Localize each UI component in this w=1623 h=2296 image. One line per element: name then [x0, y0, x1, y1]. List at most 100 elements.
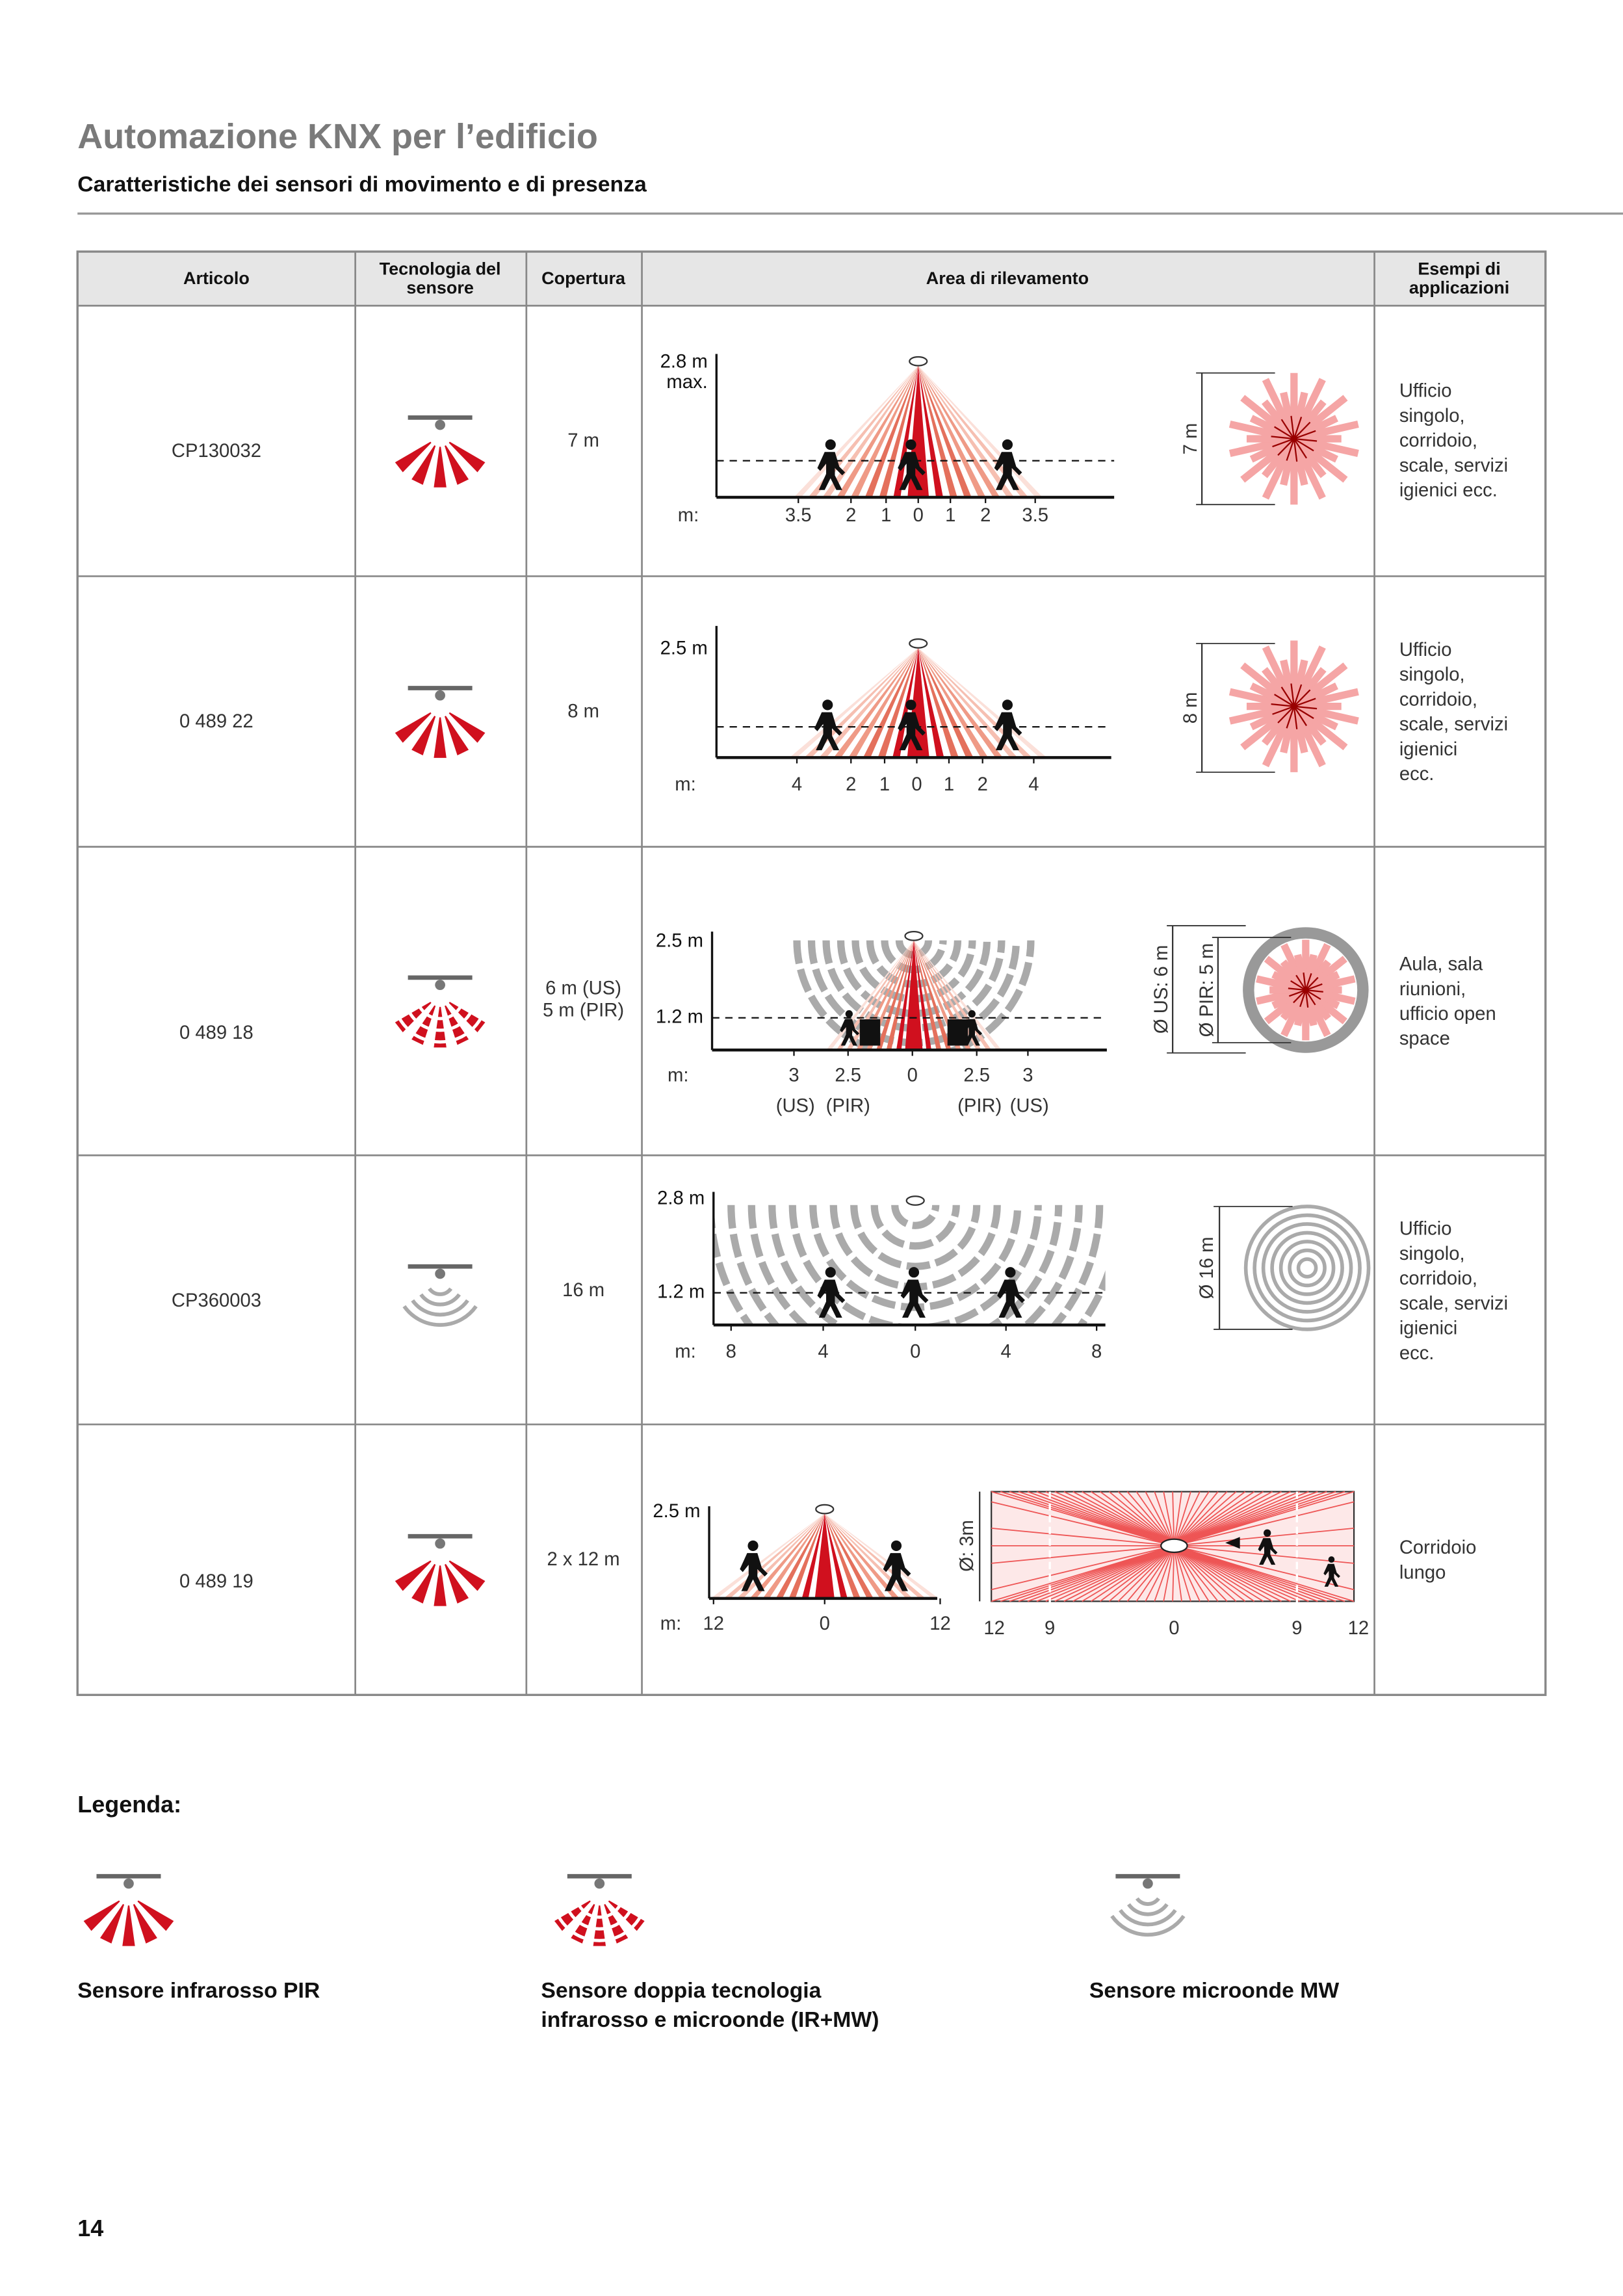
corridor-ray — [1100, 1545, 1175, 1602]
corridor-ray — [1173, 1491, 1219, 1546]
person — [740, 1540, 768, 1591]
axis-tick-note: (PIR) — [826, 1096, 870, 1117]
corridor-ray — [1173, 1545, 1282, 1602]
coverage: 2 x 12 m — [547, 1549, 620, 1570]
axis-tick: 3.5 — [785, 505, 812, 526]
dimension-label: Ø 16 m — [1197, 1237, 1217, 1299]
article-code: 0 489 18 — [179, 1023, 253, 1043]
coverage: 8 m — [567, 701, 599, 722]
application: Ufficio — [1399, 1219, 1452, 1240]
person-head — [825, 1267, 836, 1278]
person — [817, 439, 846, 490]
axis-tick: 3 — [788, 1065, 799, 1086]
detection-ray — [846, 940, 914, 1050]
axis-tick: 12 — [929, 1613, 951, 1634]
person — [1258, 1529, 1278, 1565]
table-header-bg — [77, 252, 1546, 306]
person-head — [905, 699, 916, 711]
star-core — [1272, 437, 1295, 448]
person-head — [1328, 1556, 1335, 1563]
corridor-ray — [1117, 1545, 1175, 1602]
corridor-ray — [1174, 1491, 1355, 1546]
application: Ufficio — [1399, 381, 1452, 402]
star-ray — [1305, 975, 1356, 994]
person — [1323, 1556, 1340, 1587]
detection-ray — [822, 365, 918, 497]
application: Aula, sala — [1399, 954, 1483, 975]
detection-ray — [710, 1513, 825, 1598]
star-core — [1293, 689, 1311, 707]
axis-tick: 9 — [1045, 1618, 1055, 1639]
ring — [1296, 1257, 1318, 1279]
axis-tick: 0 — [1169, 1618, 1179, 1639]
application: corridoio, — [1399, 1268, 1477, 1289]
corridor-ray — [1082, 1491, 1175, 1546]
wave — [747, 1205, 1083, 1325]
corridor-ray — [1126, 1491, 1175, 1546]
axis-tick: 12 — [983, 1618, 1005, 1639]
corridor-ray — [1045, 1545, 1175, 1602]
application: ufficio open — [1399, 1004, 1496, 1024]
column-header: Esempi di — [1418, 259, 1500, 278]
dimension-label: Ø PIR: 5 m — [1197, 943, 1217, 1037]
star-core — [1274, 426, 1295, 439]
detection-ray — [850, 365, 918, 497]
corridor-ray — [1136, 1491, 1175, 1546]
sensor-top — [1160, 1538, 1188, 1554]
corridor-ray — [1174, 1501, 1355, 1546]
corridor-ray — [1173, 1545, 1246, 1602]
detection-ray — [864, 365, 918, 497]
icon-ray — [411, 716, 436, 756]
axis-prefix: m: — [660, 1613, 681, 1634]
coverage: 7 m — [567, 430, 599, 451]
icon-ray — [411, 445, 436, 485]
corridor-ray — [991, 1545, 1175, 1591]
person-body — [997, 1279, 1025, 1318]
icon-dot — [435, 1538, 445, 1549]
icon-wave — [419, 1293, 461, 1307]
icon-ray — [445, 716, 469, 756]
icon-dot — [435, 980, 445, 991]
dimension-label: Ø US: 6 m — [1151, 945, 1172, 1034]
person-head — [1264, 1529, 1271, 1537]
sensor-icon — [551, 1873, 648, 1946]
person-body — [994, 452, 1022, 490]
corridor-ray — [1173, 1491, 1273, 1546]
star-core — [1299, 989, 1306, 1008]
dimension-label: 7 m — [1180, 423, 1201, 455]
sensor-icon — [395, 1533, 486, 1606]
corridor-ray — [1173, 1545, 1255, 1602]
application: scale, servizi — [1399, 1293, 1508, 1314]
coverage: 16 m — [562, 1280, 604, 1301]
wave — [713, 1205, 1106, 1325]
detection-ray — [913, 940, 992, 1050]
detection-ray — [801, 1513, 825, 1598]
star-core — [1303, 972, 1306, 991]
wave — [793, 940, 1035, 1050]
star-core — [1289, 989, 1306, 997]
axis-tick: 1 — [881, 505, 891, 526]
sensor-icon — [395, 415, 486, 488]
axis-tick: 2.5 — [963, 1065, 990, 1086]
corridor-ray — [1173, 1491, 1282, 1546]
detection-ray — [824, 1513, 939, 1598]
detection-ray — [918, 647, 959, 758]
corridor-ray — [1100, 1491, 1175, 1546]
star-core — [1288, 987, 1306, 991]
star-core — [1293, 438, 1298, 462]
ring — [1279, 1240, 1336, 1296]
wave — [850, 1205, 981, 1270]
detection-ray — [913, 940, 972, 1050]
corridor-ray — [1091, 1491, 1175, 1546]
star-core — [1286, 706, 1295, 729]
icon-dot — [1143, 1878, 1153, 1889]
application: Ufficio — [1399, 640, 1452, 660]
sensor — [905, 1195, 925, 1206]
axis-tick: 3.5 — [1022, 505, 1048, 526]
wave — [727, 1205, 1104, 1325]
coverage: 6 m (US) — [545, 978, 621, 999]
axis-tick: 4 — [818, 1342, 828, 1363]
icon-ray — [434, 717, 447, 758]
article-code: CP360003 — [172, 1290, 261, 1311]
corridor-ray — [1173, 1545, 1210, 1602]
